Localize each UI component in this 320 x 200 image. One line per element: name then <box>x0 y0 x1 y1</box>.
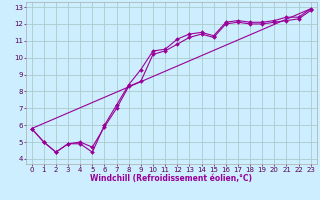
X-axis label: Windchill (Refroidissement éolien,°C): Windchill (Refroidissement éolien,°C) <box>90 174 252 183</box>
